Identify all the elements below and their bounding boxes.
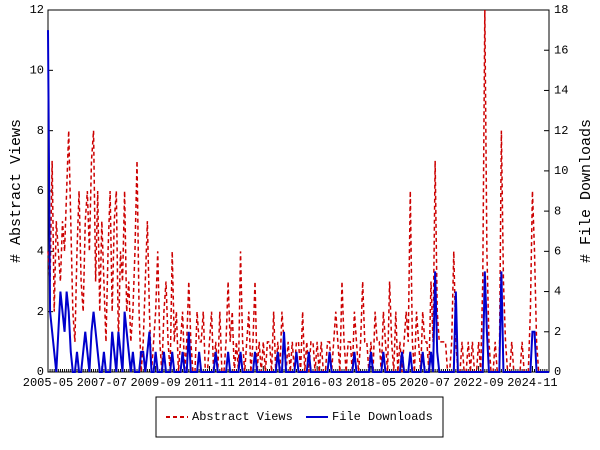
x-tick-label: 2022-09 — [453, 376, 503, 390]
y2-tick-label: 0 — [554, 365, 561, 379]
y-tick-label: 6 — [37, 184, 44, 198]
series-line — [47, 9, 549, 373]
y2-axis-label: # File Downloads — [578, 119, 595, 263]
y-tick-label: 12 — [30, 3, 44, 17]
y2-tick-label: 16 — [554, 43, 568, 57]
x-tick-label: 2024-11 — [507, 376, 557, 390]
series-line — [47, 30, 549, 373]
y-tick-label: 0 — [37, 365, 44, 379]
y-tick-label: 2 — [37, 305, 44, 319]
y2-tick-label: 4 — [554, 285, 561, 299]
plot-frame — [47, 9, 550, 373]
y2-tick-label: 18 — [554, 3, 568, 17]
x-tick-label: 2016-03 — [292, 376, 342, 390]
legend — [155, 396, 444, 438]
x-tick-label: 2014-01 — [238, 376, 288, 390]
y-tick-label: 4 — [37, 245, 44, 259]
y2-tick-label: 14 — [554, 84, 568, 98]
y2-tick-label: 6 — [554, 245, 561, 259]
y-tick-label: 8 — [37, 124, 44, 138]
y2-tick-label: 2 — [554, 325, 561, 339]
y2-tick-label: 10 — [554, 164, 568, 178]
y2-tick-label: 12 — [554, 124, 568, 138]
x-tick-label: 2011-11 — [184, 376, 234, 390]
legend-label: Abstract Views — [192, 410, 293, 424]
x-tick-label: 2005-05 — [23, 376, 73, 390]
y2-tick-label: 8 — [554, 204, 561, 218]
y-axis-label: # Abstract Views — [8, 119, 25, 263]
x-tick-label: 2018-05 — [346, 376, 396, 390]
x-tick-label: 2007-07 — [77, 376, 127, 390]
x-tick-label: 2020-07 — [400, 376, 450, 390]
x-tick-label: 2009-09 — [130, 376, 180, 390]
y-tick-label: 10 — [30, 64, 44, 78]
legend-label: File Downloads — [332, 410, 433, 424]
